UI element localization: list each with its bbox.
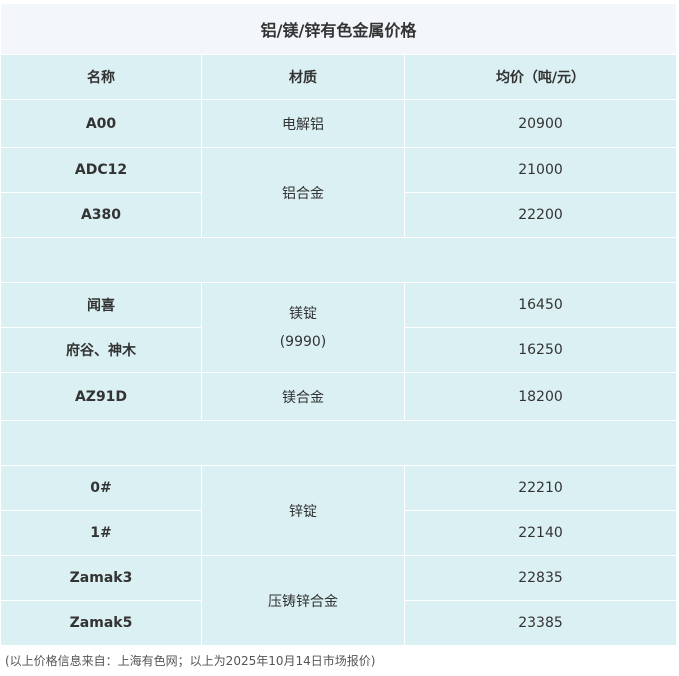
table-row: A380 22200 — [0, 192, 677, 238]
cell-material: 镁锭 (9990) — [201, 282, 405, 373]
cell-name: ADC12 — [0, 147, 202, 193]
cell-price: 16250 — [404, 327, 677, 373]
cell-price: 20900 — [404, 99, 677, 148]
table-row: 府谷、神木 16250 — [0, 327, 677, 373]
cell-name: A380 — [0, 192, 202, 238]
header-name: 名称 — [0, 54, 202, 100]
table-row: ADC12 铝合金 21000 — [0, 147, 677, 238]
cell-price: 22200 — [404, 192, 677, 238]
cell-price: 22140 — [404, 510, 677, 556]
cell-name: Zamak3 — [0, 555, 202, 601]
price-table: 铝/镁/锌有色金属价格 名称 材质 均价（吨/元） A00 电解铝 20900 … — [0, 3, 677, 646]
cell-name: Zamak5 — [0, 600, 202, 646]
cell-name: 0# — [0, 465, 202, 511]
spacer-row — [0, 237, 677, 283]
cell-material: 压铸锌合金 — [201, 555, 405, 646]
header-price: 均价（吨/元） — [404, 54, 677, 100]
cell-material: 铝合金 — [201, 147, 405, 238]
table-title: 铝/镁/锌有色金属价格 — [0, 3, 677, 55]
cell-price: 22835 — [404, 555, 677, 601]
table-row: 0# 锌锭 22210 — [0, 465, 677, 556]
table-row: 闻喜 镁锭 (9990) 16450 — [0, 282, 677, 373]
cell-name: A00 — [0, 99, 202, 148]
cell-price: 22210 — [404, 465, 677, 511]
table-row: AZ91D 镁合金 18200 — [0, 372, 677, 421]
spacer-row — [0, 420, 677, 466]
cell-material: 电解铝 — [201, 99, 405, 148]
header-material: 材质 — [201, 54, 405, 100]
cell-name: 闻喜 — [0, 282, 202, 328]
table-row: A00 电解铝 20900 — [0, 99, 677, 148]
table-row: Zamak3 压铸锌合金 22835 — [0, 555, 677, 646]
cell-price: 18200 — [404, 372, 677, 421]
cell-name: 府谷、神木 — [0, 327, 202, 373]
cell-name: 1# — [0, 510, 202, 556]
cell-price: 23385 — [404, 600, 677, 646]
cell-price: 21000 — [404, 147, 677, 193]
table-row: Zamak5 23385 — [0, 600, 677, 646]
cell-material: 锌锭 — [201, 465, 405, 556]
table-row: 1# 22140 — [0, 510, 677, 556]
cell-name: AZ91D — [0, 372, 202, 421]
footnote: (以上价格信息来自：上海有色网；以上为2025年10月14日市场报价) — [5, 654, 376, 668]
cell-price: 16450 — [404, 282, 677, 328]
cell-material: 镁合金 — [201, 372, 405, 421]
